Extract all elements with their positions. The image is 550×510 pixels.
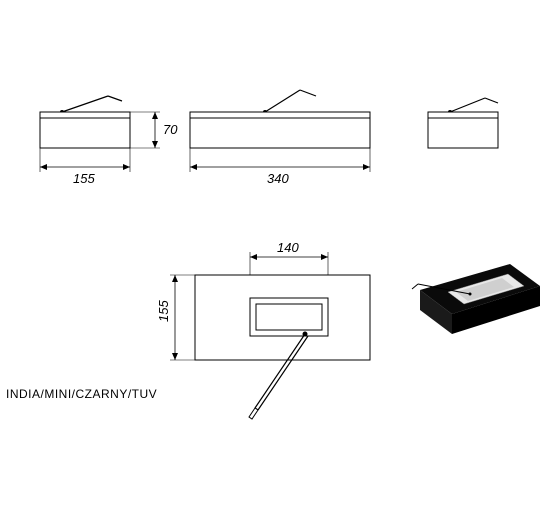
dim-width-small: 155 [40,148,130,186]
dim-height-label: 70 [163,122,178,137]
front-view [190,90,370,148]
dim-top-width-label: 140 [277,240,299,255]
iso-view [412,264,540,334]
dim-width-large-label: 340 [267,171,289,186]
dim-width-large: 340 [190,148,370,186]
dim-top-depth: 155 [156,275,195,360]
side-view-left [40,96,130,148]
dim-top-width: 140 [250,240,328,275]
top-view [195,275,370,419]
dim-top-depth-label: 155 [156,300,171,322]
dim-width-small-label: 155 [73,171,95,186]
dim-height: 70 [130,112,178,148]
product-title: INDIA/MINI/CZARNY/TUV [6,387,157,401]
end-view [428,98,498,148]
